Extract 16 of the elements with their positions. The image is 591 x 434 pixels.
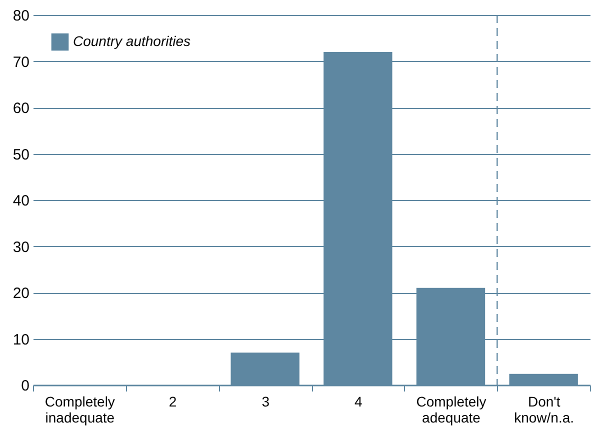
x-tick-label: Don't know/n.a. bbox=[514, 394, 574, 426]
y-tick-label: 50 bbox=[12, 146, 30, 164]
y-tick-label: 40 bbox=[12, 192, 30, 210]
x-tick-label: Completely adequate bbox=[416, 394, 486, 426]
y-tick-label: 80 bbox=[12, 8, 30, 24]
y-tick-label: 70 bbox=[12, 54, 30, 71]
y-tick-label: 30 bbox=[12, 238, 30, 256]
x-tick-label: Completely inadequate bbox=[44, 394, 115, 426]
x-tick-label: 2 bbox=[168, 394, 177, 410]
y-tick-label: 0 bbox=[21, 378, 30, 394]
x-tick-label: 4 bbox=[354, 394, 363, 410]
y-tick-label: 10 bbox=[12, 331, 30, 348]
y-tick-label: 60 bbox=[12, 100, 30, 117]
legend-label: Country authorities bbox=[73, 33, 191, 49]
x-tick-label: 3 bbox=[262, 394, 270, 410]
y-tick-label: 20 bbox=[12, 285, 30, 302]
